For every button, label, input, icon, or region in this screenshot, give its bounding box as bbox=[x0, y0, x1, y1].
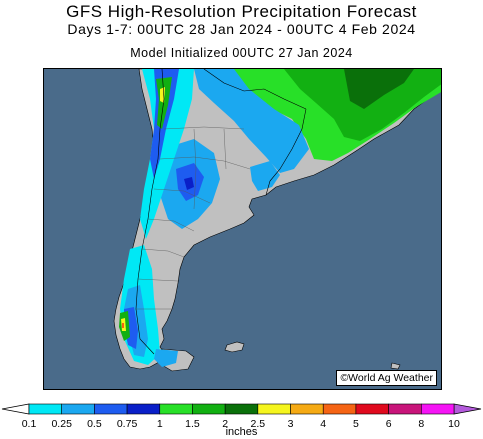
southern-brazil-light bbox=[194, 69, 309, 173]
color-legend: 0.1 0.25 0.5 0.75 1 1.5 2 2.5 3 4 5 6 8 10 bbox=[0, 398, 483, 439]
legend-tick-label: 0.25 bbox=[51, 418, 72, 430]
province-borders bbox=[136, 126, 251, 310]
legend-swatch bbox=[355, 403, 389, 415]
legend-tick-label: 1.5 bbox=[185, 418, 200, 430]
legend-tick-label: 0.1 bbox=[22, 418, 37, 430]
legend-tick-label: 0.5 bbox=[87, 418, 102, 430]
legend-tick-label: 0.75 bbox=[117, 418, 138, 430]
legend-swatch bbox=[322, 403, 357, 415]
precipitation-overlay bbox=[119, 69, 441, 367]
legend-swatch bbox=[224, 403, 259, 415]
legend-right-arrow bbox=[453, 403, 482, 415]
legend-tick-label: 2 bbox=[222, 418, 228, 430]
legend-swatch bbox=[126, 403, 161, 415]
tierra-del-fuego-rain bbox=[154, 349, 178, 367]
central-argentina-spot bbox=[184, 177, 194, 190]
legend-swatch bbox=[388, 403, 422, 415]
model-init-line: Model Initialized 00UTC 27 Jan 2024 bbox=[130, 46, 353, 60]
uruguay-border bbox=[265, 180, 271, 196]
argentina-brazil-border bbox=[269, 108, 307, 182]
legend-swatch bbox=[61, 403, 95, 415]
legend-swatch bbox=[257, 403, 291, 415]
legend-tick-label: 8 bbox=[418, 418, 424, 430]
legend-swatch bbox=[290, 403, 324, 415]
legend-swatch bbox=[28, 403, 62, 415]
legend-tick-label: 10 bbox=[448, 418, 460, 430]
andes-north-heavy bbox=[150, 69, 179, 179]
uruguay-rain bbox=[250, 161, 280, 191]
south-georgia bbox=[390, 362, 401, 370]
legend-left-arrow bbox=[1, 403, 30, 415]
units-label: inches bbox=[225, 426, 258, 438]
southern-brazil-core bbox=[344, 69, 414, 109]
credit-label: ©World Ag Weather bbox=[336, 370, 437, 386]
argentina-paraguay-border bbox=[203, 69, 307, 110]
legend-tick-label: 1 bbox=[157, 418, 163, 430]
legend-tick-label: 3 bbox=[288, 418, 294, 430]
patagonia-orange bbox=[122, 323, 124, 328]
legend-tick-label: 2.5 bbox=[251, 418, 266, 430]
legend-swatch bbox=[421, 403, 455, 415]
map-title: GFS High-Resolution Precipitation Foreca… bbox=[66, 2, 417, 21]
legend-tick-label: 4 bbox=[320, 418, 326, 430]
legend-swatch bbox=[192, 403, 226, 415]
legend-tick-label: 6 bbox=[386, 418, 392, 430]
andes-north-rain bbox=[140, 69, 194, 239]
legend-tick-label: 5 bbox=[353, 418, 359, 430]
falkland-islands bbox=[224, 341, 245, 353]
legend-swatch bbox=[159, 403, 193, 415]
forecast-period: Days 1-7: 00UTC 28 Jan 2024 - 00UTC 4 Fe… bbox=[67, 21, 416, 37]
precipitation-map: ©World Ag Weather bbox=[43, 68, 442, 390]
legend-swatch bbox=[94, 403, 128, 415]
